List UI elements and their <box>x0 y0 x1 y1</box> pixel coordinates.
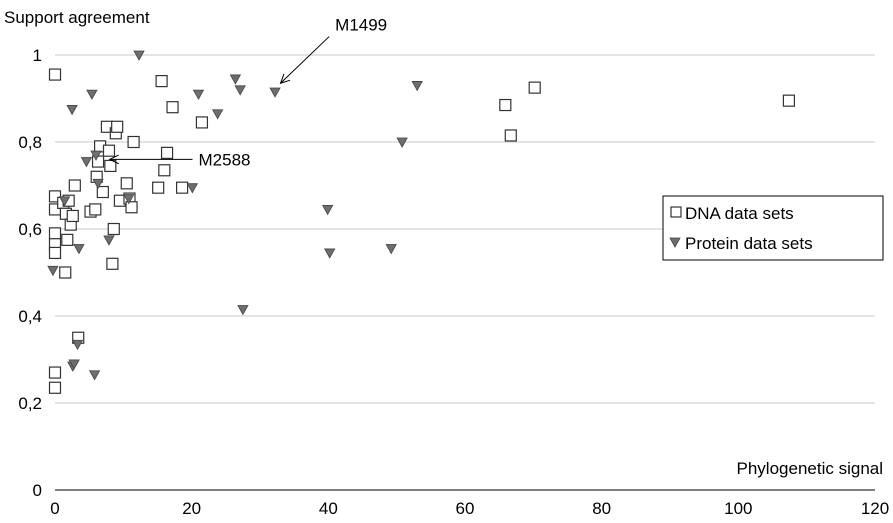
point-protein-data-sets <box>229 74 242 85</box>
point-protein-data-sets <box>86 89 98 100</box>
point-protein-data-sets <box>269 87 281 98</box>
point-protein-data-sets <box>234 85 246 96</box>
point-protein-data-sets <box>396 137 408 148</box>
y-tick-label: 0,8 <box>18 133 42 152</box>
x-tick-label: 120 <box>861 499 889 518</box>
legend-protein-marker <box>669 237 681 248</box>
y-tick-label: 0 <box>33 481 42 500</box>
point-protein-data-sets <box>133 50 145 61</box>
point-protein-data-sets <box>80 157 93 168</box>
legend-box <box>662 195 884 261</box>
point-dna-data-sets <box>125 201 138 214</box>
point-dna-data-sets <box>528 81 541 94</box>
point-dna-data-sets <box>499 98 512 112</box>
x-tick-label: 0 <box>50 499 59 518</box>
point-protein-data-sets <box>88 370 101 381</box>
point-dna-data-sets <box>111 120 124 133</box>
data-points <box>47 50 796 394</box>
point-dna-data-sets <box>91 155 105 168</box>
point-dna-data-sets <box>61 233 74 246</box>
annot-m1499-arrow-head <box>279 73 291 85</box>
point-protein-data-sets <box>385 244 397 255</box>
y-tick-label: 0,4 <box>18 307 42 326</box>
point-dna-data-sets <box>782 94 796 107</box>
point-protein-data-sets <box>58 196 71 207</box>
y-tick-labels: 0 0,2 0,4 0,6 0,8 1 <box>18 46 42 500</box>
x-tick-label: 40 <box>319 499 338 518</box>
point-dna-data-sets <box>89 203 102 216</box>
x-tick-label: 20 <box>182 499 201 518</box>
point-dna-data-sets <box>96 185 109 199</box>
x-tick-label: 60 <box>456 499 475 518</box>
point-dna-data-sets <box>152 181 165 194</box>
gridlines <box>55 54 875 404</box>
point-protein-data-sets <box>73 244 85 255</box>
point-protein-data-sets <box>68 359 80 370</box>
point-protein-data-sets <box>321 205 334 216</box>
point-dna-data-sets <box>504 129 517 142</box>
annotations: M1499 M2588 <box>108 16 387 169</box>
y-tick-label: 1 <box>33 46 42 65</box>
point-protein-data-sets <box>123 194 135 205</box>
y-tick-label: 0,6 <box>18 220 42 239</box>
point-protein-data-sets <box>90 150 102 161</box>
point-protein-data-sets <box>71 339 84 351</box>
point-dna-data-sets <box>195 116 209 129</box>
point-dna-data-sets <box>127 135 140 149</box>
point-dna-data-sets <box>68 179 81 192</box>
point-protein-data-sets <box>324 248 336 259</box>
point-dna-data-sets <box>155 74 168 88</box>
y-axis-label: Support agreement <box>4 8 150 27</box>
point-protein-data-sets <box>92 178 104 190</box>
point-dna-data-sets <box>106 257 119 270</box>
point-protein-data-sets <box>103 235 115 246</box>
x-tick-label: 100 <box>724 499 752 518</box>
point-dna-data-sets <box>48 227 62 240</box>
point-dna-data-sets <box>166 101 179 114</box>
y-tick-label: 0,2 <box>18 394 42 413</box>
annot-m1499-label: M1499 <box>335 16 387 35</box>
point-protein-data-sets <box>211 109 224 120</box>
point-dna-data-sets <box>160 146 174 159</box>
legend-protein-label: Protein data sets <box>685 234 813 253</box>
annot-m2588-label: M2588 <box>199 150 251 169</box>
point-protein-data-sets <box>47 265 59 277</box>
point-dna-data-sets <box>176 181 189 194</box>
legend-dna-label: DNA data sets <box>685 204 794 223</box>
point-protein-data-sets <box>186 183 199 194</box>
point-protein-data-sets <box>237 305 249 316</box>
point-dna-data-sets <box>107 222 120 236</box>
point-dna-data-sets <box>48 366 62 379</box>
point-dna-data-sets <box>104 159 117 173</box>
x-axis-label: Phylogenetic signal <box>737 459 883 478</box>
point-dna-data-sets <box>158 164 171 177</box>
point-dna-data-sets <box>120 177 133 190</box>
point-dna-data-sets <box>102 144 116 157</box>
point-protein-data-sets <box>192 89 205 100</box>
annot-m2588-arrow-head <box>108 154 119 165</box>
annot-m1499-arrow-line <box>280 36 330 84</box>
legend-dna-marker <box>670 206 682 218</box>
legend: DNA data sets Protein data sets <box>662 195 884 261</box>
point-protein-data-sets <box>411 81 423 92</box>
point-dna-data-sets <box>48 381 62 394</box>
point-protein-data-sets <box>66 104 78 116</box>
x-tick-labels: 0 20 40 60 80 100 120 <box>50 499 889 518</box>
x-tick-label: 80 <box>592 499 611 518</box>
point-dna-data-sets <box>66 209 79 223</box>
point-dna-data-sets <box>48 246 62 260</box>
point-dna-data-sets <box>48 68 62 81</box>
point-dna-data-sets <box>59 266 72 279</box>
